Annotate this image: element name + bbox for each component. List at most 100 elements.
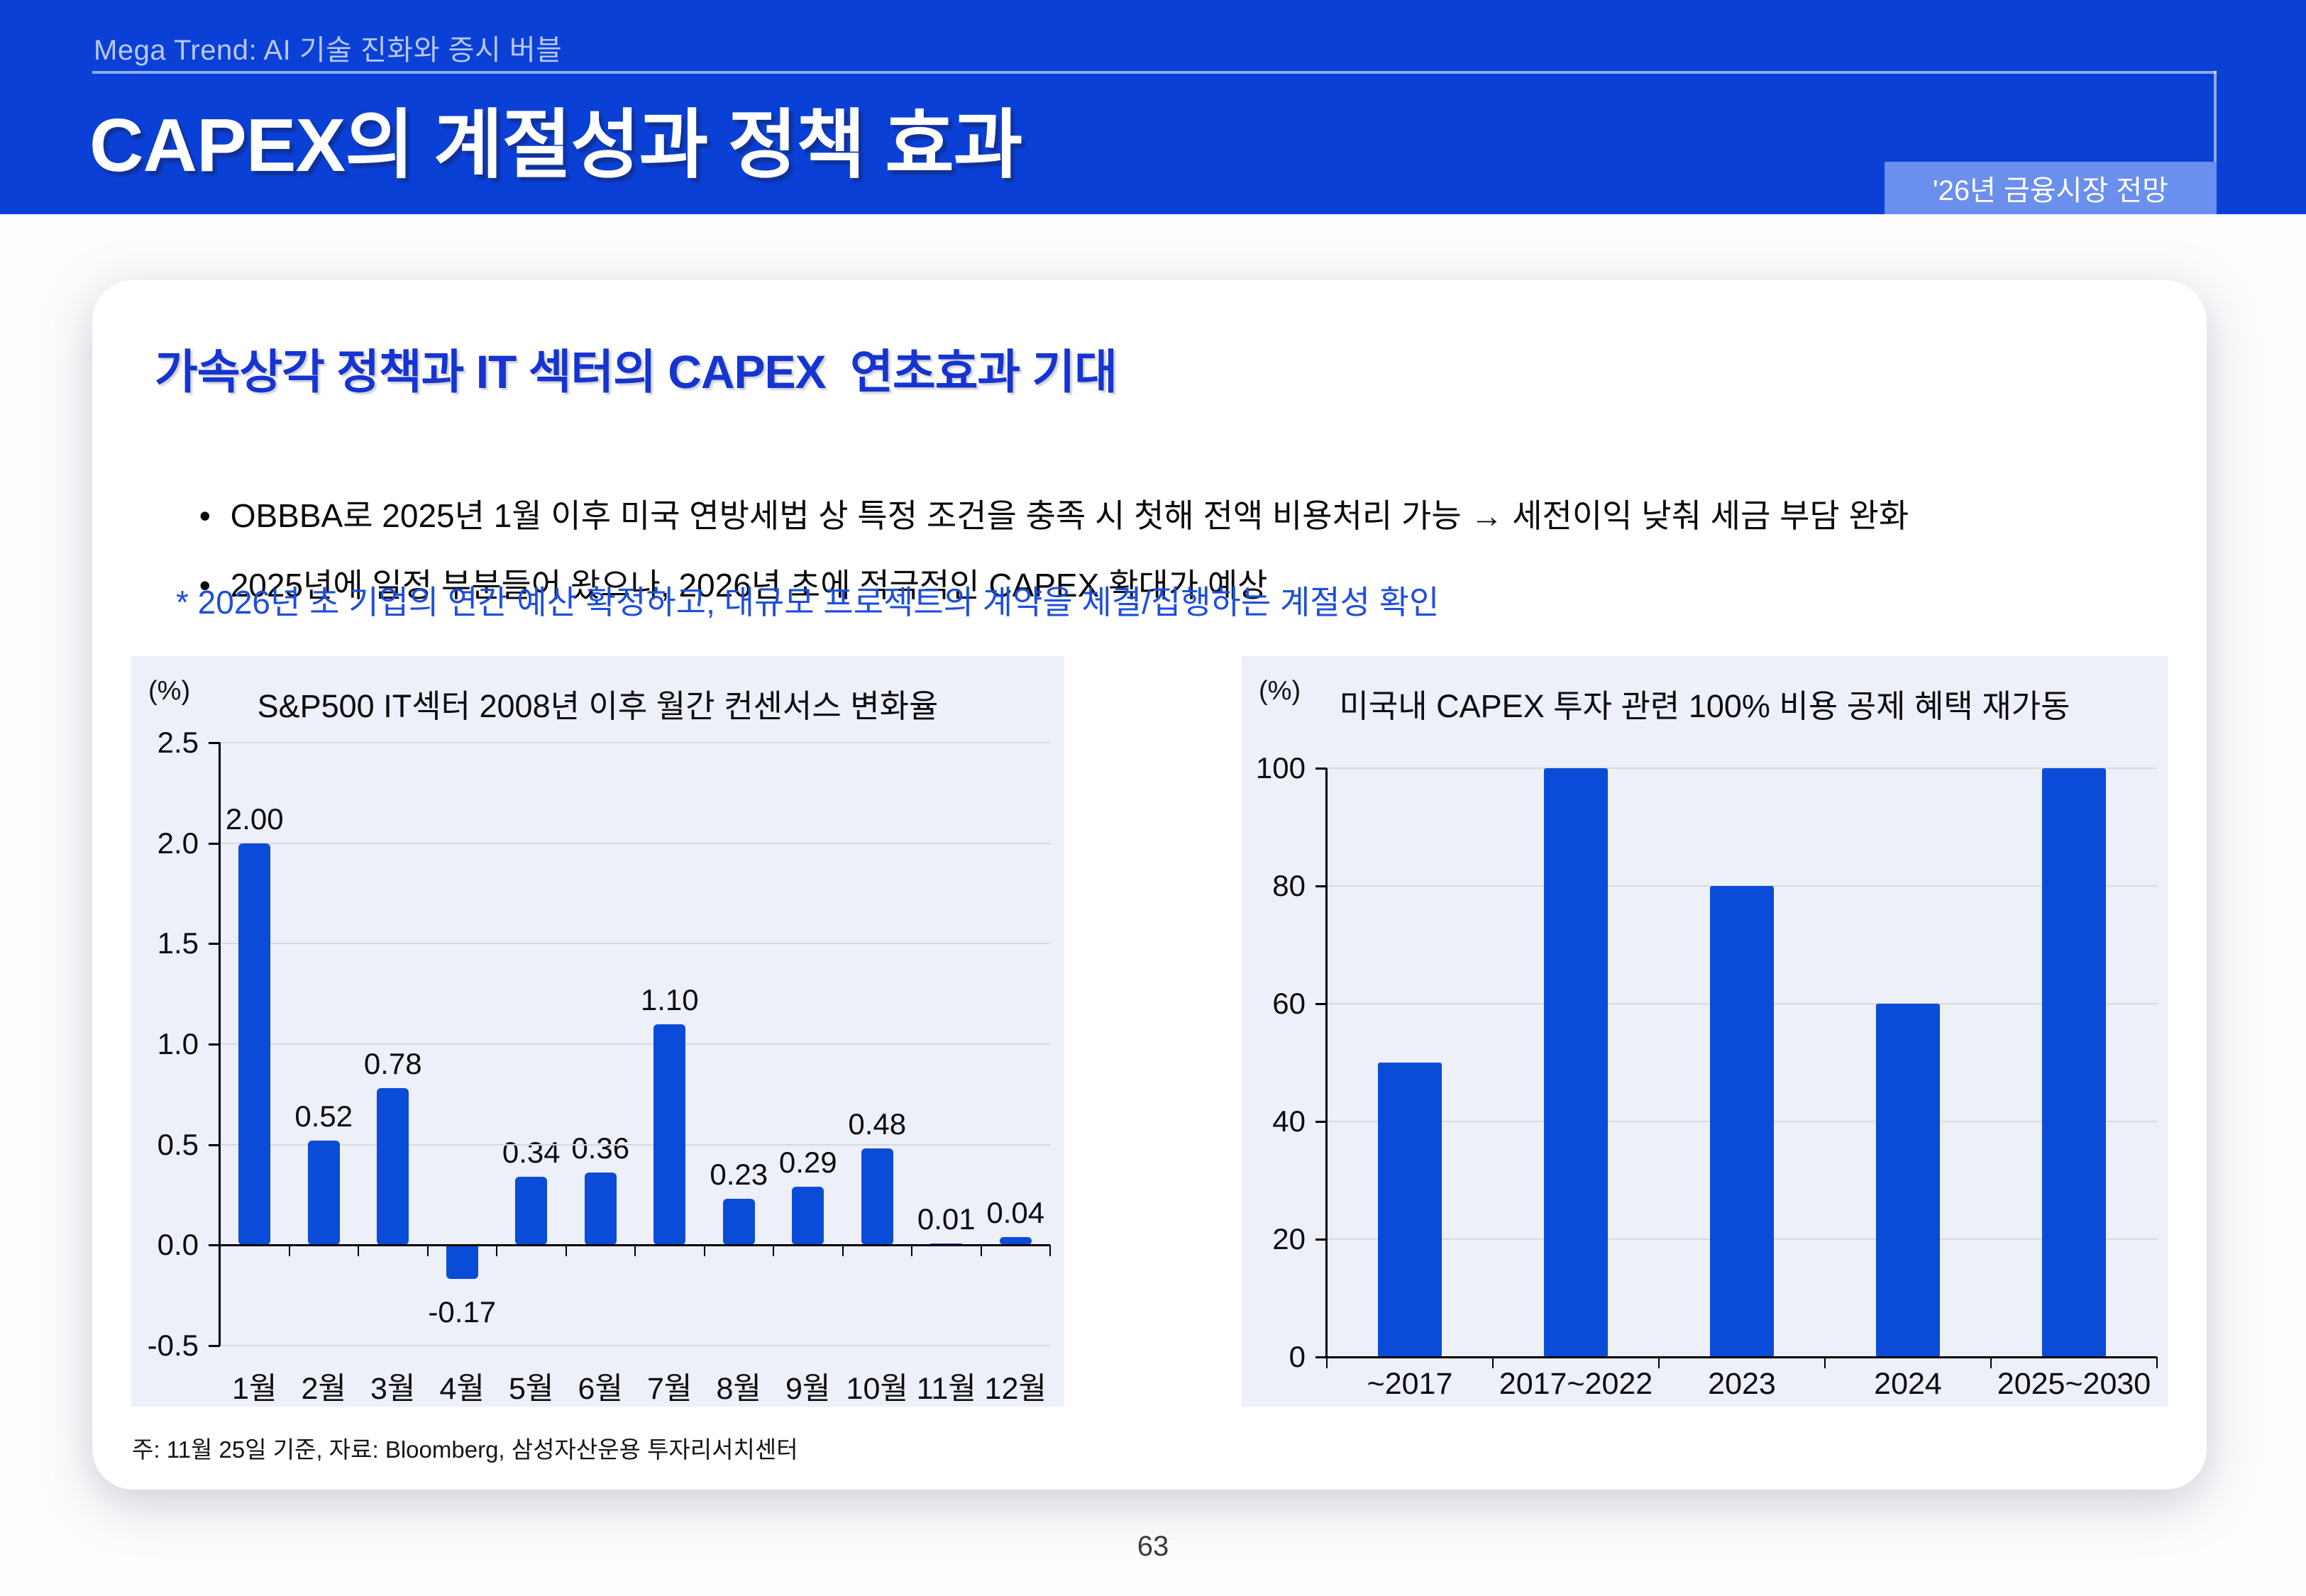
bar	[1710, 886, 1774, 1357]
y-tick-label: 100	[1255, 751, 1306, 785]
y-tick-mark	[209, 1043, 220, 1046]
x-category-label: 10월	[846, 1372, 908, 1406]
x-category-label: 2024	[1874, 1367, 1942, 1401]
card-heading: 가속상각 정책과 IT 섹터의 CAPEX 연초효과 기대	[155, 345, 1118, 398]
bar	[446, 1245, 478, 1280]
bar	[307, 1141, 340, 1246]
x-category-label: 2023	[1708, 1367, 1776, 1401]
x-tick-mark	[1049, 1245, 1051, 1257]
x-tick-mark	[773, 1245, 774, 1257]
y-tick-mark	[209, 943, 220, 946]
bar-value-label: 0.34	[502, 1136, 561, 1169]
bar	[238, 843, 271, 1246]
x-tick-mark	[565, 1245, 567, 1257]
chart-capex-deduction: (%) 미국내 CAPEX 투자 관련 100% 비용 공제 혜택 재가동 10…	[1242, 656, 2168, 1407]
x-tick-mark	[842, 1245, 844, 1257]
bullet-text: 2025년에 일정 부분들어 왔으나, 2026년 초에 적극적인 CAPEX …	[230, 567, 1268, 604]
y-tick-label: 60	[1272, 987, 1306, 1020]
bar	[1876, 1004, 1940, 1357]
x-tick-mark	[980, 1245, 982, 1257]
x-tick-mark	[358, 1245, 359, 1257]
y-tick-mark	[209, 842, 220, 845]
x-tick-mark	[1824, 1357, 1826, 1368]
bullet-marker: •	[199, 567, 211, 604]
x-tick-mark	[911, 1245, 912, 1257]
chart-title: S&P500 IT섹터 2008년 이후 월간 컨센서스 변화율	[257, 688, 939, 724]
y-tick-label: 2.5	[157, 726, 199, 759]
x-category-label: 8월	[716, 1372, 761, 1406]
y-tick-label: 80	[1272, 869, 1306, 902]
gridline	[220, 1143, 1050, 1146]
y-tick-mark	[1315, 885, 1327, 887]
bullet-text: OBBBA로 2025년 1월 이후 미국 연방세법 상 특정 조건을 충족 시…	[230, 497, 1909, 534]
source-footnote: 주: 11월 25일 기준, 자료: Bloomberg, 삼성자산운용 투자리…	[132, 1436, 798, 1463]
y-tick-mark	[1315, 1121, 1327, 1123]
y-tick-mark	[1315, 767, 1327, 770]
y-tick-label: 2.0	[157, 826, 199, 860]
bar	[653, 1024, 686, 1246]
x-category-label: ~2017	[1367, 1367, 1453, 1401]
y-tick-mark	[1315, 1003, 1327, 1005]
x-category-label: 12월	[984, 1372, 1047, 1406]
bar	[584, 1173, 617, 1246]
x-tick-mark	[2156, 1357, 2158, 1368]
x-category-label: 9월	[785, 1372, 831, 1406]
forecast-badge: '26년 금융시장 전망	[1885, 162, 2217, 214]
x-category-label: 2월	[301, 1372, 346, 1406]
page-number: 63	[1137, 1531, 1169, 1562]
y-tick-label: -0.5	[147, 1329, 199, 1362]
page-title: CAPEX의 계절성과 정책 효과	[89, 104, 1022, 187]
x-category-label: 2025~2030	[1997, 1367, 2151, 1401]
bar	[792, 1187, 824, 1246]
y-tick-label: 40	[1272, 1104, 1306, 1138]
bar-value-label: 2.00	[225, 802, 284, 836]
plot-area: 2.5 2.0 1.5 1.0 0.5 0.0 -0.5 1월 2.00 2월 0.52 3월 0.78…	[131, 656, 1064, 1407]
x-category-label: 5월	[509, 1372, 554, 1406]
gridline	[220, 943, 1050, 945]
y-tick-label: 20	[1272, 1222, 1306, 1256]
x-tick-mark	[703, 1245, 705, 1257]
subnote-seasonality: * 2026년 초 기업의 연간 예산 확정하고, 대규모 프로젝트의 계약을 …	[176, 584, 1440, 621]
y-tick-label: 0.0	[157, 1228, 199, 1262]
x-category-label: 4월	[439, 1372, 485, 1406]
header-rule-vertical	[2214, 71, 2217, 163]
bar	[722, 1199, 755, 1246]
bar	[930, 1243, 963, 1246]
bar	[377, 1088, 409, 1246]
bar	[1544, 768, 1608, 1357]
y-tick-mark	[209, 1244, 220, 1247]
y-tick-label: 1.5	[157, 926, 199, 960]
y-tick-mark	[209, 1345, 220, 1347]
x-category-label: 2017~2022	[1499, 1367, 1653, 1401]
bar-value-label: 0.52	[294, 1099, 353, 1133]
content-card: 가속상각 정책과 IT 섹터의 CAPEX 연초효과 기대 • OBBBA로 20…	[92, 280, 2207, 1490]
x-tick-mark	[426, 1245, 429, 1257]
bar	[515, 1177, 548, 1246]
y-tick-label: 0	[1289, 1340, 1306, 1373]
y-tick-label: 1.0	[157, 1027, 199, 1060]
chart-monthly-consensus: (%) S&P500 IT섹터 2008년 이후 월간 컨센서스 변화율 2.5…	[131, 656, 1064, 1407]
x-tick-mark	[288, 1245, 290, 1257]
bullet-capex-expand: • 2025년에 일정 부분들어 왔으나, 2026년 초에 적극적인 CAPEX…	[145, 521, 1268, 645]
x-tick-mark	[1492, 1357, 1494, 1368]
bar	[1378, 1063, 1442, 1357]
bar-value-label: 0.36	[571, 1131, 630, 1165]
bar	[2042, 768, 2106, 1357]
bar-value-label: 1.10	[640, 982, 699, 1016]
bar-value-label: -0.17	[428, 1295, 497, 1329]
bar-value-label: 0.04	[986, 1196, 1045, 1229]
y-tick-mark	[209, 742, 220, 744]
x-tick-mark	[1326, 1357, 1328, 1368]
x-category-label: 11월	[916, 1372, 976, 1406]
x-tick-mark	[634, 1245, 636, 1257]
x-category-label: 3월	[370, 1372, 416, 1406]
x-category-label: 7월	[647, 1372, 693, 1406]
slide-header: Mega Trend: AI 기술 진화와 증시 버블 CAPEX의 계절성과 …	[0, 0, 2306, 214]
y-axis-line	[219, 743, 221, 1346]
y-axis-unit: (%)	[1259, 676, 1301, 706]
y-tick-mark	[1315, 1356, 1327, 1358]
bar-value-label: 0.29	[778, 1146, 837, 1180]
gridline	[1327, 767, 2157, 769]
bullet-marker: •	[199, 497, 211, 534]
